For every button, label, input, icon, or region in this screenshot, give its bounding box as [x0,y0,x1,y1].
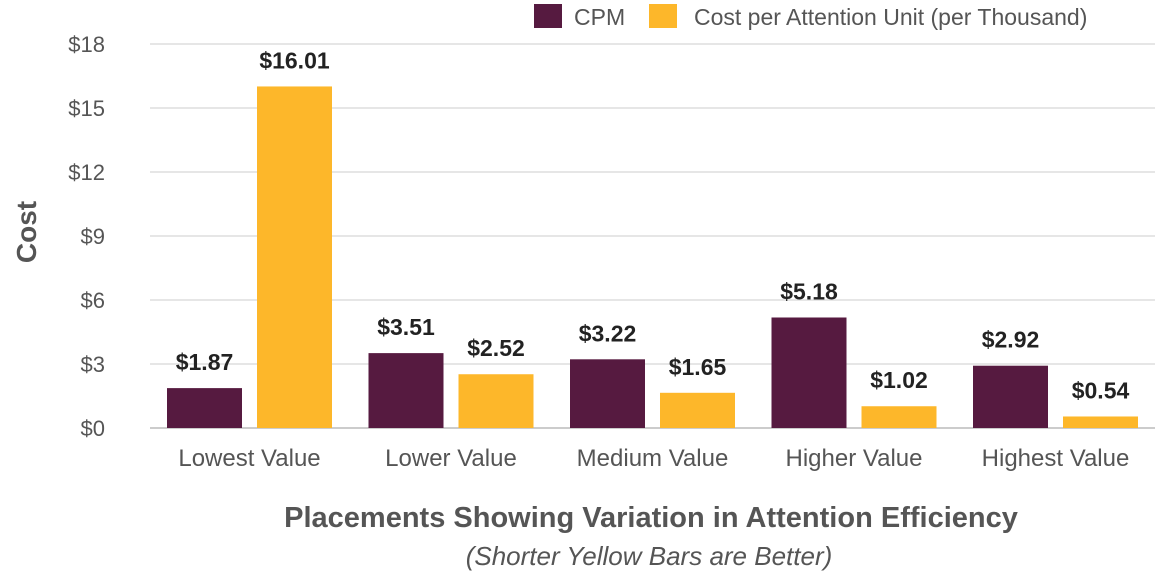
bar-cost-per-attention [861,406,937,428]
bar-cpm [368,353,444,428]
y-tick-label: $3 [81,352,105,377]
bar-cpm [771,317,847,428]
x-category-label: Lowest Value [178,445,320,472]
y-tick-label: $6 [81,288,105,313]
legend: CPM Cost per Attention Unit (per Thousan… [534,4,1087,30]
y-tick-label: $15 [68,96,105,121]
y-tick-label: $9 [81,224,105,249]
bar-cost-per-attention [1063,416,1138,428]
bar-cpm [167,388,242,428]
data-label: $5.18 [780,278,838,304]
y-axis-ticks: $0 $3 $6 $9 $12 $15 $18 [68,32,105,441]
x-category-label: Higher Value [786,445,923,472]
y-tick-label: $18 [68,32,105,57]
data-label: $2.92 [982,327,1040,353]
x-axis-categories: Lowest Value Lower Value Medium Value Highe… [178,445,1129,472]
data-labels: $1.87 $16.01 $3.51 $2.52 $3.22 $1.65 $5.18 $1.0… [176,47,1130,403]
legend-swatch-cost-per-attention [649,4,677,28]
y-axis-title: Cost [11,201,42,263]
bar-cost-per-attention [660,392,735,428]
y-tick-label: $0 [81,416,105,441]
x-category-label: Highest Value [982,445,1130,472]
bar-cpm [973,365,1048,428]
data-label: $1.02 [870,367,928,393]
legend-swatch-cpm [534,4,562,28]
x-category-label: Lower Value [385,445,517,472]
bar-cost-per-attention [257,86,332,428]
legend-label-cost-per-attention: Cost per Attention Unit (per Thousand) [694,4,1087,30]
x-category-label: Medium Value [577,445,729,472]
data-label: $3.51 [377,314,435,340]
data-label: $0.54 [1072,377,1130,403]
x-axis-subtitle: (Shorter Yellow Bars are Better) [466,541,833,571]
bar-cost-per-attention [458,374,534,428]
legend-label-cpm: CPM [574,4,625,30]
data-label: $1.65 [669,354,727,380]
data-label: $3.22 [579,320,637,346]
data-label: $16.01 [259,47,330,73]
data-label: $2.52 [467,335,525,361]
data-label: $1.87 [176,349,234,375]
bars [167,86,1138,428]
x-axis-title: Placements Showing Variation in Attentio… [284,502,1018,534]
y-tick-label: $12 [68,160,105,185]
bar-cpm [570,359,645,428]
